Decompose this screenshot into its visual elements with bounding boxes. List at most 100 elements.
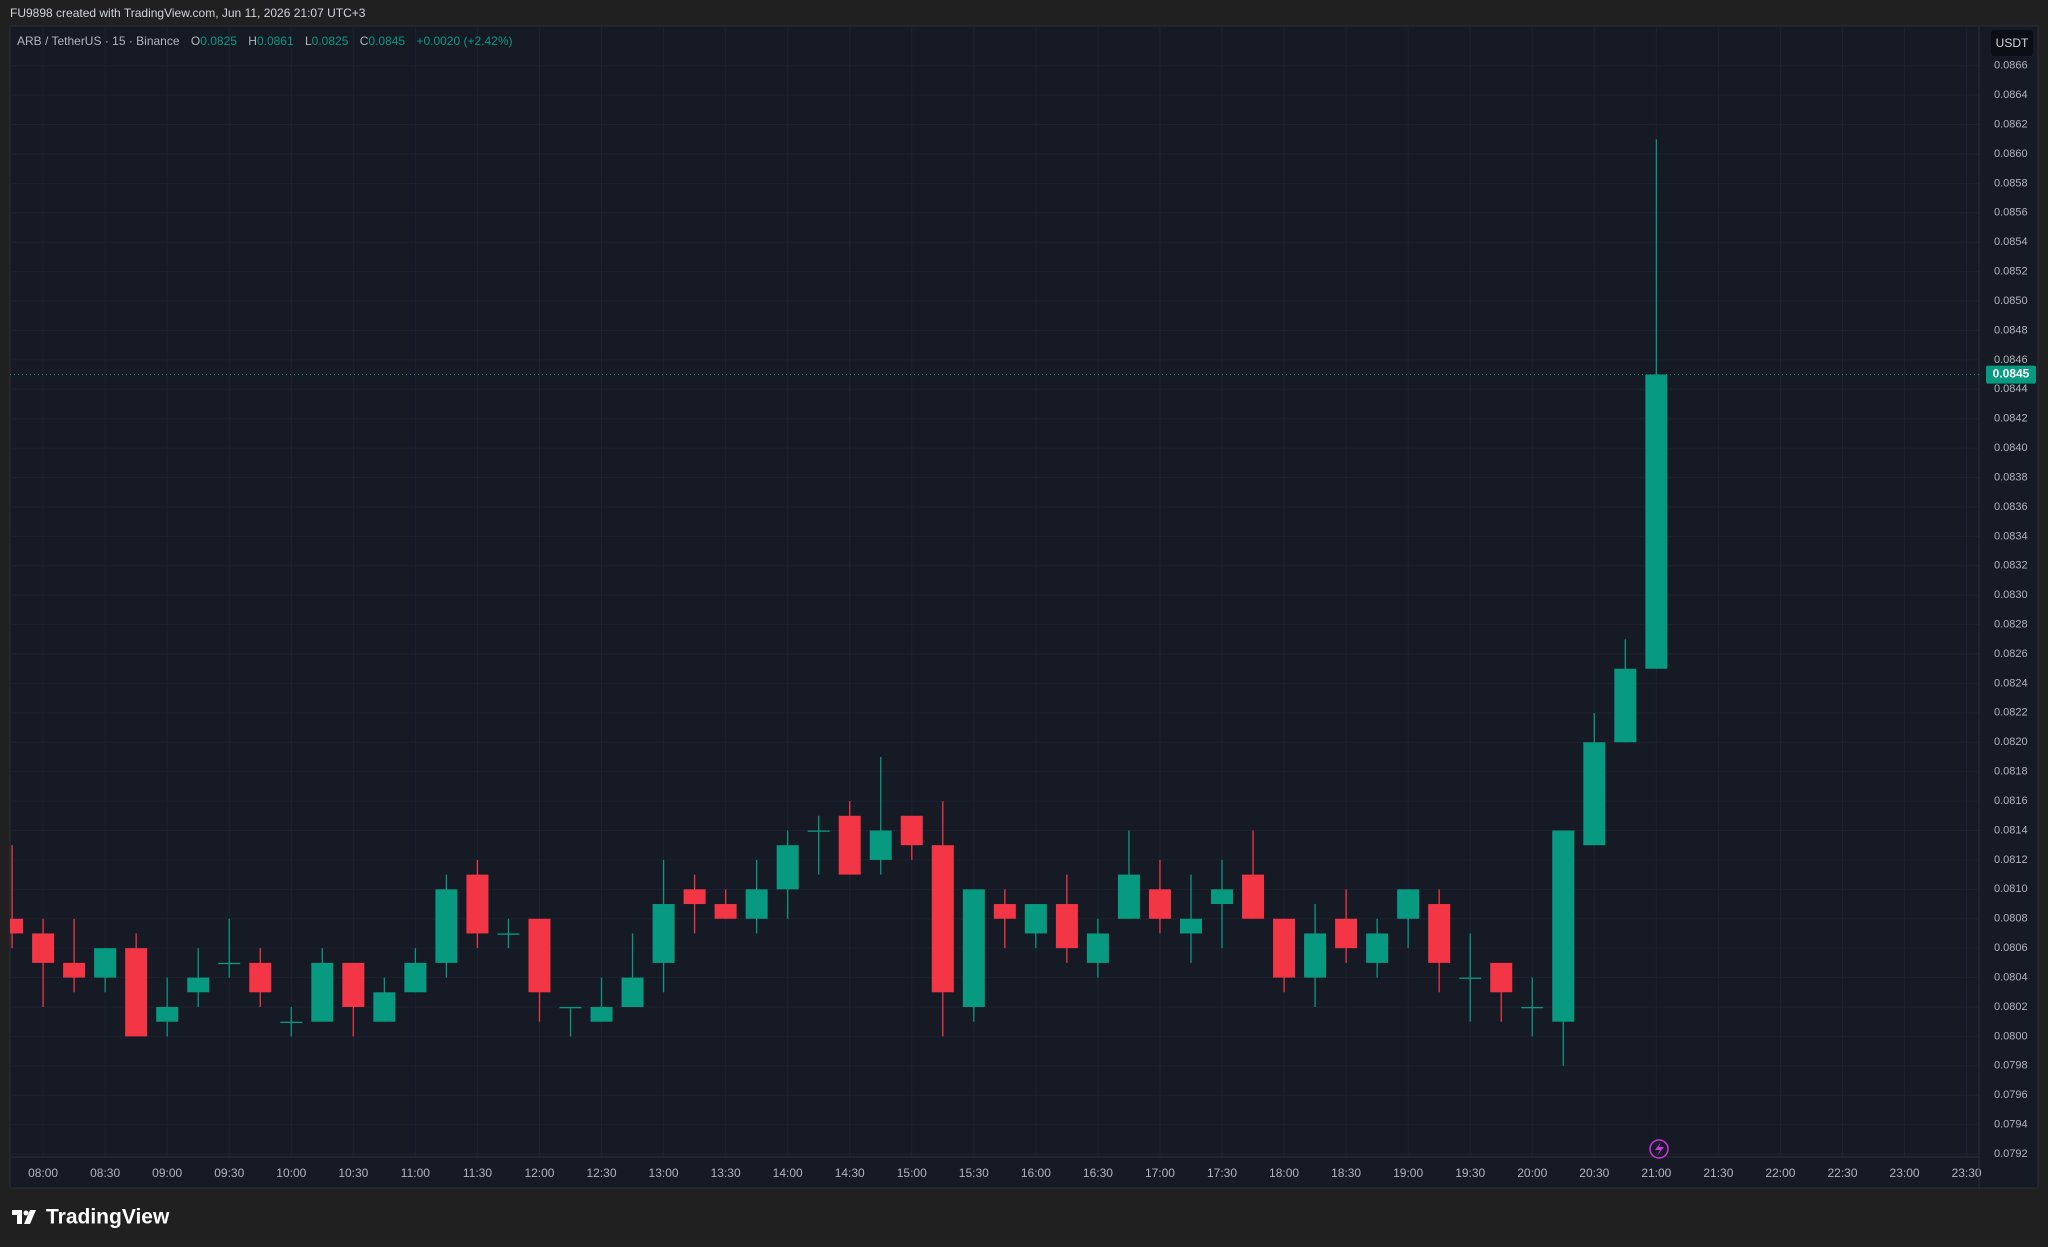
currency-box	[1991, 30, 2033, 56]
candle-body	[311, 962, 334, 1022]
change: +0.0020 (+2.42%)	[416, 34, 513, 48]
y-tick-label: 0.0796	[1994, 1089, 2028, 1101]
candle-body	[962, 889, 985, 1007]
candle-body	[1521, 1006, 1544, 1009]
candle-body	[466, 874, 489, 934]
event-icon[interactable]	[1649, 1139, 1669, 1159]
x-tick-label: 20:30	[1579, 1166, 1609, 1180]
y-tick-label: 0.0854	[1994, 236, 2028, 248]
candle-body	[373, 992, 396, 1022]
candle-body	[838, 815, 861, 875]
candle-body	[1614, 668, 1637, 743]
x-tick-label: 17:00	[1145, 1166, 1175, 1180]
x-tick-label: 16:00	[1021, 1166, 1051, 1180]
candle-body	[249, 962, 272, 993]
candle-body	[497, 933, 520, 935]
candle-body	[745, 889, 768, 919]
x-tick-label: 12:00	[524, 1166, 554, 1180]
y-tick-label: 0.0828	[1994, 618, 2028, 630]
candle-body	[10, 918, 24, 934]
candle-body	[1273, 918, 1296, 978]
ohlc-value: 0.0825	[311, 34, 349, 48]
x-tick-label: 08:00	[28, 1166, 58, 1180]
x-tick-label: 09:00	[152, 1166, 182, 1180]
last-price-label: 0.0845	[1993, 367, 2030, 381]
axes: 0.0792 0.0794 0.0796 0.0798 0.0800 0.0802 0.08…	[10, 26, 2036, 1188]
candle-body	[1304, 933, 1327, 978]
y-tick-label: 0.0860	[1994, 148, 2028, 160]
x-tick-label: 11:30	[463, 1166, 492, 1180]
candle-body	[156, 1006, 179, 1022]
candle-body	[1397, 889, 1420, 919]
y-tick-label: 0.0862	[1994, 118, 2028, 130]
logo-dot	[23, 1210, 29, 1216]
candle-body	[1117, 874, 1140, 919]
y-tick-label: 0.0826	[1994, 648, 2028, 660]
y-tick-label: 0.0800	[1994, 1030, 2028, 1042]
x-tick-label: 19:30	[1455, 1166, 1485, 1180]
y-tick-label: 0.0852	[1994, 266, 2028, 278]
x-tick-label: 10:30	[338, 1166, 368, 1180]
candle-body	[528, 918, 551, 993]
y-tick-label: 0.0850	[1994, 295, 2028, 307]
y-tick-label: 0.0816	[1994, 795, 2028, 807]
x-tick-label: 17:30	[1207, 1166, 1237, 1180]
x-tick-label: 14:00	[773, 1166, 803, 1180]
y-tick-label: 0.0846	[1994, 354, 2028, 366]
x-tick-label: 18:00	[1269, 1166, 1299, 1180]
candle-body	[931, 845, 954, 993]
x-tick-label: 14:30	[835, 1166, 865, 1180]
candle-body	[590, 1006, 613, 1022]
currency: USDT	[1996, 36, 2029, 50]
candle-body	[621, 977, 644, 1007]
footer-brand: TradingView	[46, 1206, 170, 1229]
candle-body	[1055, 904, 1078, 949]
x-tick-label: 15:30	[959, 1166, 989, 1180]
y-tick-label: 0.0848	[1994, 324, 2028, 336]
x-tick-label: 22:30	[1827, 1166, 1857, 1180]
y-tick-label: 0.0814	[1994, 824, 2028, 836]
ohlc-label: H	[248, 34, 257, 48]
x-tick-label: 09:30	[214, 1166, 244, 1180]
y-tick-label: 0.0794	[1994, 1119, 2028, 1131]
candle-body	[776, 845, 799, 890]
y-tick-label: 0.0864	[1994, 89, 2028, 101]
candle-body	[1086, 933, 1109, 963]
candle-body	[1366, 933, 1389, 963]
candle-body	[807, 830, 830, 832]
grid	[10, 26, 1979, 1157]
y-tick-label: 0.0804	[1994, 971, 2028, 983]
ohlc-label: L	[304, 34, 312, 48]
candle-body	[1179, 918, 1202, 934]
candle-body	[559, 1006, 582, 1009]
ohlc-value: 0.0825	[200, 34, 237, 48]
y-tick-label: 0.0824	[1994, 677, 2028, 689]
candle-body	[1459, 977, 1482, 979]
y-tick-label: 0.0810	[1994, 883, 2028, 895]
y-tick-label: 0.0798	[1994, 1060, 2028, 1072]
x-tick-label: 10:00	[276, 1166, 306, 1180]
y-tick-label: 0.0802	[1994, 1001, 2028, 1013]
x-tick-label: 20:00	[1517, 1166, 1547, 1180]
candle-body	[63, 962, 86, 978]
candle-body	[187, 977, 210, 993]
ohlc-label: C	[359, 34, 369, 48]
x-tick-label: 12:30	[587, 1166, 617, 1180]
x-tick-label: 16:30	[1083, 1166, 1113, 1180]
y-tick-label: 0.0834	[1994, 530, 2028, 542]
x-tick-label: 23:30	[1952, 1166, 1982, 1180]
candle-body	[869, 830, 892, 860]
x-tick-label: 18:30	[1331, 1166, 1361, 1180]
y-tick-label: 0.0836	[1994, 501, 2028, 513]
candle-body	[652, 904, 675, 963]
y-tick-label: 0.0818	[1994, 766, 2028, 778]
last-price-box	[1986, 365, 2036, 384]
y-tick-label: 0.0812	[1994, 854, 2028, 866]
candle-body	[1645, 374, 1668, 669]
candle-body	[1242, 874, 1265, 919]
candle-body	[683, 889, 706, 905]
header: FU9898 created with TradingView.com, Jun…	[10, 6, 366, 20]
symbol-title: ARB / TetherUS · 15 · Binance	[17, 34, 180, 48]
y-tick-label: 0.0806	[1994, 942, 2028, 954]
